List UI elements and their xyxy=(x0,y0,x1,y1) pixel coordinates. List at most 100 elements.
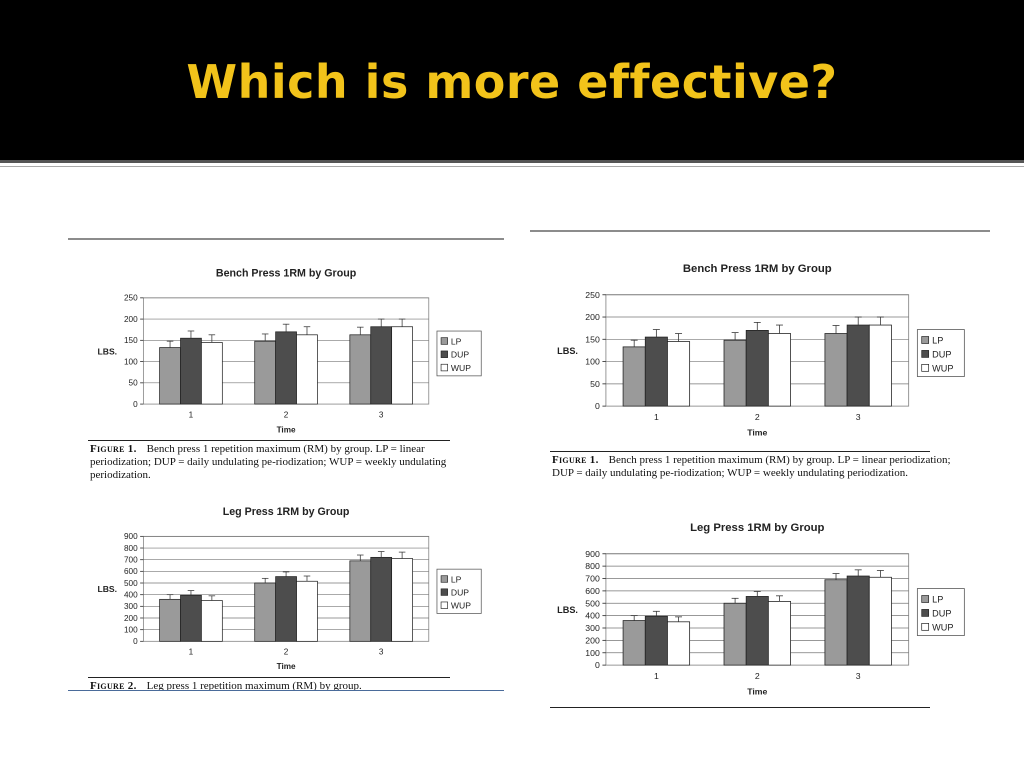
leg-y-axis-label: LBS. xyxy=(557,605,578,615)
bench-legend-label-lp: LP xyxy=(451,336,462,346)
leg-bar-wup xyxy=(201,600,223,642)
bench-legend-label-dup: DUP xyxy=(932,349,951,359)
left-figure1-caption: Figure 1. Bench press 1 repetition maximu… xyxy=(90,443,482,482)
leg-y-tick-label: 300 xyxy=(585,623,600,633)
leg-legend-swatch-lp xyxy=(440,575,448,583)
bench-y-axis-label: LBS. xyxy=(97,346,117,356)
bench-bar-dup xyxy=(180,337,202,405)
bench-bar-lp xyxy=(159,347,181,405)
right-bench-chart: Bench Press 1RM by Group 0 50 100 150 200 250 L… xyxy=(557,263,965,438)
bench-y-axis-label: LBS. xyxy=(557,346,578,356)
bench-y-tick-label: 50 xyxy=(590,379,600,389)
leg-y-tick-label: 700 xyxy=(124,556,138,565)
bench-x-tick-label: 2 xyxy=(755,412,760,422)
bench-bar-dup xyxy=(846,324,870,407)
bench-legend-swatch-lp xyxy=(921,336,930,344)
right-figure1-text: Bench press 1 repetition maximum (RM) by… xyxy=(552,454,951,479)
left-figure1-label: Figure 1. xyxy=(90,443,137,455)
right-panel-top-rule xyxy=(530,230,990,232)
leg-y-tick-label: 700 xyxy=(585,574,600,584)
bench-legend-swatch-lp xyxy=(440,337,448,345)
right-leg-chart: Leg Press 1RM by Group 0 100 200 300 400 500 60… xyxy=(557,522,965,697)
leg-y-tick-label: 300 xyxy=(124,602,138,611)
leg-legend-swatch-wup xyxy=(921,623,930,631)
bench-legend-swatch-wup xyxy=(921,364,930,372)
leg-x-tick-label: 3 xyxy=(856,671,861,681)
bench-y-tick-label: 200 xyxy=(124,315,138,324)
bench-x-tick-label: 3 xyxy=(379,410,384,419)
bench-x-tick-label: 1 xyxy=(189,410,194,419)
leg-bar-lp xyxy=(349,560,372,642)
bench-y-tick-label: 250 xyxy=(585,290,600,300)
bench-chart-body: Bench Press 1RM by Group 0 50 100 150 200 250 L… xyxy=(97,267,482,434)
leg-y-tick-label: 0 xyxy=(595,660,600,670)
leg-y-tick-label: 800 xyxy=(585,561,600,571)
bench-legend-label-wup: WUP xyxy=(451,363,471,373)
bench-bar-wup xyxy=(296,334,318,405)
leg-y-tick-label: 900 xyxy=(124,532,138,541)
leg-x-tick-label: 1 xyxy=(189,647,194,656)
leg-legend-swatch-lp xyxy=(921,595,930,603)
leg-legend-label-wup: WUP xyxy=(451,601,471,611)
leg-y-tick-label: 200 xyxy=(124,614,138,623)
left-panel-top-rule xyxy=(68,238,504,240)
left-panel-bottom-rule xyxy=(68,690,504,691)
bench-bar-wup xyxy=(868,324,892,407)
leg-legend-label-dup: DUP xyxy=(451,587,469,597)
leg-chart-title: Leg Press 1RM by Group xyxy=(690,522,824,534)
leg-chart-body: Leg Press 1RM by Group 0 100 200 300 400 500 60… xyxy=(97,506,482,671)
leg-x-tick-label: 3 xyxy=(379,647,384,656)
leg-x-tick-label: 1 xyxy=(654,671,659,681)
bench-legend-swatch-dup xyxy=(921,350,930,358)
bench-legend-swatch-dup xyxy=(440,350,448,358)
leg-y-tick-label: 500 xyxy=(124,579,138,588)
bench-bar-wup xyxy=(767,333,791,407)
leg-bar-wup xyxy=(868,576,892,666)
leg-legend-label-lp: LP xyxy=(932,594,943,604)
leg-bar-lp xyxy=(254,582,276,642)
leg-chart-title: Leg Press 1RM by Group xyxy=(223,506,350,518)
bench-bar-wup xyxy=(667,341,691,407)
leg-x-tick-label: 2 xyxy=(284,647,289,656)
left-figure2-label: Figure 2. xyxy=(90,680,137,691)
leg-y-tick-label: 800 xyxy=(124,544,138,553)
leg-y-tick-label: 600 xyxy=(585,586,600,596)
leg-y-tick-label: 900 xyxy=(585,549,600,559)
leg-bar-lp xyxy=(622,620,646,666)
leg-bar-wup xyxy=(296,580,318,642)
bench-bar-lp xyxy=(723,339,747,407)
bench-y-tick-label: 50 xyxy=(129,379,139,388)
bench-bar-dup xyxy=(745,330,769,407)
bench-chart-title: Bench Press 1RM by Group xyxy=(216,267,357,279)
leg-bar-dup xyxy=(745,596,769,666)
leg-y-tick-label: 400 xyxy=(585,611,600,621)
leg-y-tick-label: 100 xyxy=(585,648,600,658)
right-fig1-rule xyxy=(550,451,930,452)
left-fig2-rule xyxy=(88,677,450,678)
bench-bar-dup xyxy=(275,331,297,405)
left-bench-chart: Bench Press 1RM by Group 0 50 100 150 200 250 L… xyxy=(97,267,482,434)
leg-x-axis-label: Time xyxy=(277,662,296,671)
bench-y-tick-label: 0 xyxy=(133,400,138,409)
leg-bar-dup xyxy=(644,615,668,666)
leg-legend-swatch-dup xyxy=(921,609,930,617)
bench-chart-body: Bench Press 1RM by Group 0 50 100 150 200 250 L… xyxy=(557,263,965,438)
bench-legend-label-wup: WUP xyxy=(932,363,953,373)
bench-legend-swatch-wup xyxy=(440,363,448,372)
bench-x-axis-label: Time xyxy=(747,428,767,438)
left-leg-chart: Leg Press 1RM by Group 0 100 200 300 400 500 60… xyxy=(97,506,482,671)
bench-y-tick-label: 100 xyxy=(585,357,600,367)
bench-y-tick-label: 150 xyxy=(124,336,138,345)
leg-bar-lp xyxy=(159,598,181,642)
bench-bar-wup xyxy=(201,342,223,405)
leg-bar-dup xyxy=(370,556,393,642)
left-figure2-text: Leg press 1 repetition maximum (RM) by g… xyxy=(146,680,362,691)
leg-bar-lp xyxy=(824,579,848,666)
bench-y-tick-label: 200 xyxy=(585,312,600,322)
bench-bar-dup xyxy=(370,326,393,405)
bench-x-tick-label: 1 xyxy=(654,412,659,422)
leg-y-tick-label: 400 xyxy=(124,591,138,600)
leg-bar-wup xyxy=(767,601,791,666)
leg-x-axis-label: Time xyxy=(747,687,767,697)
leg-y-tick-label: 200 xyxy=(585,635,600,645)
